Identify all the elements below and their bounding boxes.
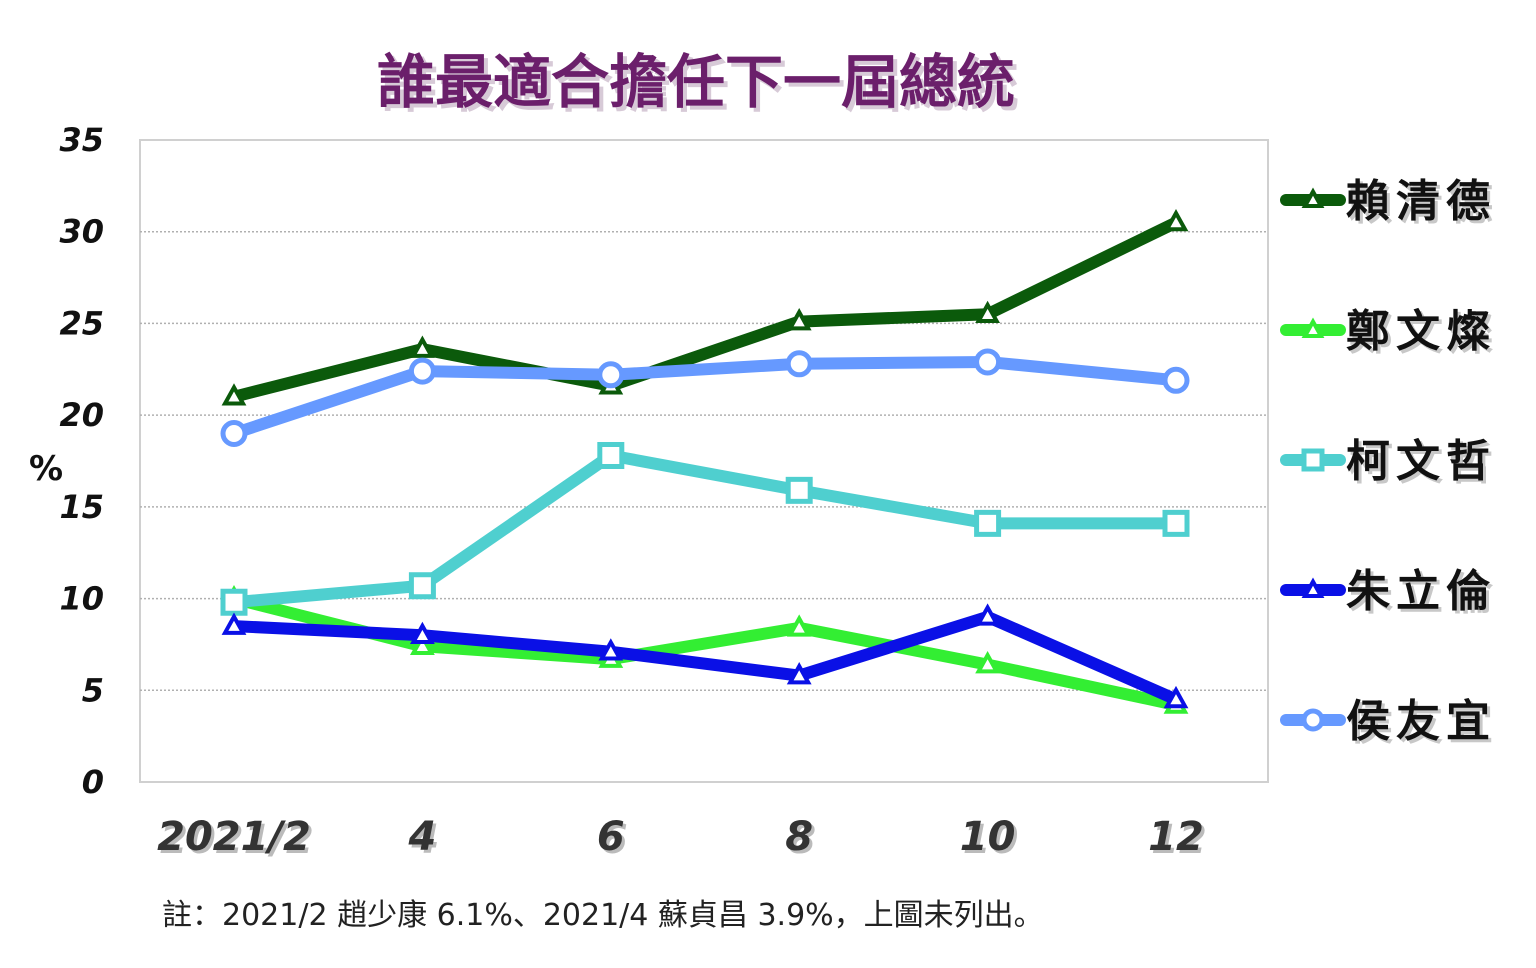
data-point — [1163, 685, 1189, 709]
legend-label-shadow: 鄭文燦 — [1349, 309, 1499, 360]
footnote: 註：2021/2 趙少康 6.1%、2021/4 蘇貞昌 3.9%，上圖未列出。 — [162, 898, 1044, 933]
y-tick-label: 0 — [82, 763, 104, 801]
legend-label-shadow: 侯友宜 — [1349, 699, 1499, 750]
series-2 — [220, 441, 1190, 616]
legend-marker — [1301, 448, 1325, 472]
data-point — [220, 588, 248, 616]
y-axis-label: % — [29, 449, 63, 489]
y-tick-label: 5 — [82, 671, 104, 709]
data-point — [1162, 509, 1190, 537]
series-1 — [221, 585, 1189, 714]
data-point — [1162, 366, 1190, 394]
y-tick-label: 10 — [59, 580, 104, 618]
data-point — [1163, 208, 1189, 232]
legend-marker — [1301, 577, 1325, 598]
legend-label: 朱立倫 — [1346, 566, 1496, 617]
x-tick-label: 2021/2 — [157, 814, 311, 860]
data-point — [410, 335, 435, 358]
data-point — [410, 632, 435, 656]
legend-label: 賴清德 — [1346, 176, 1496, 227]
x-tick-label-shadow: 2021/2 — [160, 817, 314, 863]
series-line — [228, 449, 1182, 609]
legend-label: 柯文哲 — [1346, 436, 1496, 487]
series-line — [228, 592, 1182, 711]
legend-label-shadow: 柯文哲 — [1349, 439, 1499, 490]
data-point — [974, 348, 1002, 376]
x-tick-label: 10 — [960, 814, 1016, 860]
data-point — [597, 441, 625, 469]
data-point — [975, 603, 1000, 626]
legend-label: 侯友宜 — [1346, 696, 1496, 747]
legend-label-shadow: 賴清德 — [1349, 179, 1499, 230]
legend-label-shadow: 朱立倫 — [1349, 569, 1499, 620]
data-point — [410, 621, 435, 645]
data-point — [220, 419, 248, 447]
y-tick-label: 30 — [59, 213, 104, 251]
x-tick-label-shadow: 8 — [788, 817, 816, 863]
series-4 — [220, 348, 1190, 447]
series-3 — [221, 603, 1189, 709]
data-point — [408, 572, 436, 600]
x-tick-label: 4 — [407, 814, 436, 860]
data-point — [786, 614, 812, 637]
series-group — [220, 208, 1190, 714]
data-point — [975, 651, 1000, 674]
data-point — [221, 612, 247, 635]
data-point — [221, 383, 247, 406]
y-tick-label: 25 — [59, 304, 104, 342]
legend-marker — [1301, 317, 1325, 338]
x-tick-label: 8 — [785, 814, 813, 860]
chart-title-group: 誰最適合擔任下一屆總統 誰最適合擔任下一屆總統 — [377, 48, 1019, 120]
chart-title: 誰最適合擔任下一屆總統 — [377, 48, 1015, 116]
legend-marker — [1301, 708, 1325, 732]
legend-marker — [1301, 187, 1325, 208]
legend-label: 鄭文燦 — [1346, 306, 1496, 357]
series-line — [228, 216, 1182, 403]
y-tick-label: 15 — [59, 488, 104, 526]
x-tick-label: 12 — [1148, 814, 1204, 860]
x-tick-label-shadow: 10 — [963, 817, 1019, 863]
data-point — [785, 350, 813, 378]
data-point — [975, 300, 1000, 324]
data-point — [974, 509, 1002, 537]
x-tick-label-shadow: 6 — [600, 817, 628, 863]
y-tick-label: 35 — [59, 121, 104, 159]
chart-title-shadow: 誰最適合擔任下一屆總統 — [381, 52, 1019, 120]
x-tick-label: 6 — [597, 814, 625, 860]
series-line — [228, 610, 1182, 706]
data-point — [785, 476, 813, 504]
plot-area — [139, 139, 1269, 783]
data-point — [598, 638, 624, 661]
data-point — [597, 361, 625, 389]
y-tick-label: 20 — [59, 396, 104, 434]
y-axis-ticks: 0 5 10 15 20 25 30 35 — [59, 121, 104, 801]
data-point — [786, 662, 812, 685]
x-tick-label-shadow: 4 — [410, 817, 439, 863]
x-tick-label-shadow: 12 — [1151, 817, 1207, 863]
data-point — [786, 308, 812, 331]
data-point — [408, 357, 436, 385]
series-line — [228, 355, 1182, 440]
